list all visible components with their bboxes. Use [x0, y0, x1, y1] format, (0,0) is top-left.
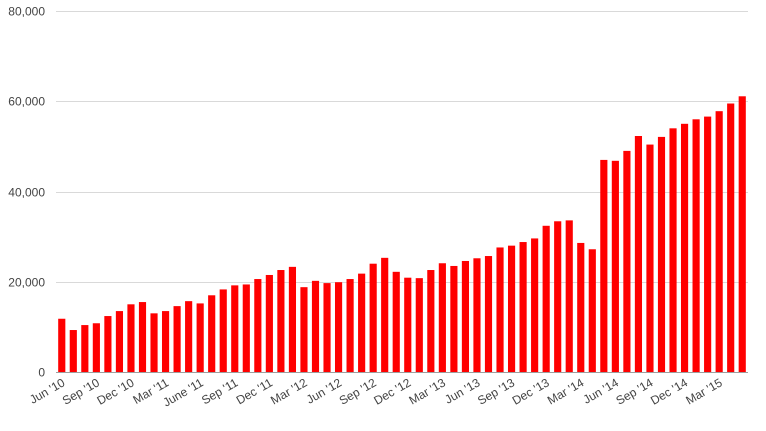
- bar: [738, 96, 746, 372]
- bar: [657, 136, 666, 372]
- bar: [231, 285, 239, 372]
- bar: [69, 330, 77, 372]
- bar: [150, 313, 158, 372]
- bar: [208, 295, 216, 372]
- bar: [496, 247, 504, 372]
- x-tick-label: Sep '11: [199, 375, 240, 407]
- x-tick-label: Dec '14: [648, 375, 690, 407]
- bar: [519, 242, 527, 372]
- bar: [704, 116, 712, 372]
- bar: [242, 284, 250, 372]
- bar: [300, 287, 308, 372]
- bar: [161, 311, 170, 372]
- bar: [138, 302, 147, 372]
- x-tick-label: Dec '10: [95, 375, 137, 407]
- bar: [358, 273, 366, 372]
- y-tick-label: 80,000: [8, 5, 45, 19]
- bar: [127, 304, 135, 372]
- bar: [565, 220, 573, 372]
- bar: [323, 283, 331, 372]
- bar: [473, 258, 481, 372]
- y-axis-tick-labels: 0 20,000 40,000 60,000 80,000: [8, 5, 45, 380]
- x-tick-label: Sep '12: [337, 375, 379, 407]
- bar: [531, 238, 539, 372]
- bar: [450, 265, 458, 372]
- bar: [542, 225, 550, 372]
- bar: [669, 128, 677, 372]
- x-tick-label: Mar '15: [683, 375, 725, 407]
- bar: [92, 323, 100, 372]
- x-tick-label: Jun '14: [581, 375, 621, 406]
- bar: [715, 111, 723, 373]
- bars: [58, 96, 746, 373]
- y-tick-label: 0: [38, 366, 45, 380]
- bar: [392, 271, 400, 372]
- bar: [588, 249, 596, 372]
- x-tick-label: Jun '12: [304, 375, 344, 406]
- bar: [507, 245, 516, 372]
- bar: [334, 282, 343, 372]
- bar: [404, 277, 412, 372]
- y-tick-label: 60,000: [8, 95, 45, 109]
- bar: [461, 260, 470, 372]
- bar: [369, 263, 377, 372]
- bar: [173, 306, 181, 372]
- bar: [196, 303, 204, 372]
- bar: [288, 266, 297, 372]
- x-tick-label: Dec '13: [510, 375, 552, 407]
- bar: [577, 242, 585, 372]
- y-tick-label: 40,000: [8, 186, 45, 200]
- gridlines: [56, 11, 748, 283]
- bar: [634, 136, 643, 372]
- bar: [415, 278, 423, 372]
- bar: [600, 159, 608, 372]
- bar: [346, 279, 354, 372]
- x-tick-label: Dec '11: [234, 375, 275, 407]
- x-tick-label: Sep '13: [475, 375, 517, 407]
- x-tick-label: Sep '14: [614, 375, 656, 407]
- bar: [484, 256, 493, 372]
- x-tick-label: Dec '12: [371, 375, 413, 407]
- x-tick-label: Mar '14: [545, 375, 587, 407]
- bar: [219, 289, 227, 372]
- bar: [311, 280, 320, 372]
- bar: [381, 257, 389, 372]
- bar: [623, 150, 631, 372]
- bar: [727, 103, 735, 372]
- bar: [58, 318, 66, 372]
- bar: [104, 316, 112, 372]
- bar: [427, 270, 435, 372]
- x-tick-label: Mar '13: [407, 375, 449, 407]
- bar: [254, 279, 262, 372]
- y-tick-label: 20,000: [8, 276, 45, 290]
- bar: [438, 263, 446, 372]
- bar: [81, 325, 89, 372]
- x-tick-label: Sep '10: [60, 375, 102, 407]
- bar: [680, 123, 689, 372]
- x-tick-label: Jun '13: [442, 375, 482, 406]
- bar: [692, 119, 700, 372]
- bar: [611, 160, 619, 372]
- x-tick-label: Mar '12: [268, 375, 310, 407]
- bar: [265, 274, 273, 372]
- bar: [554, 221, 562, 372]
- bar: [185, 301, 193, 372]
- bar: [115, 311, 124, 372]
- x-tick-label: Jun '10: [27, 375, 67, 406]
- bar: [277, 270, 285, 372]
- x-tick-label: June '11: [160, 375, 205, 409]
- bar: [646, 144, 654, 372]
